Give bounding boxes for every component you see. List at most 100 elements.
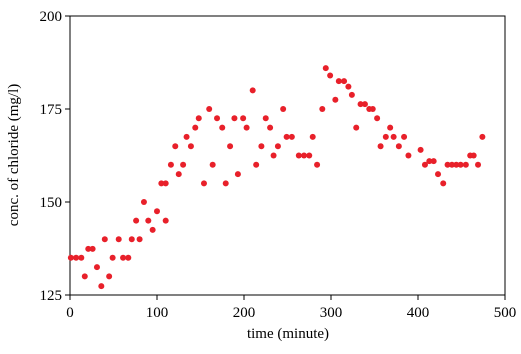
point xyxy=(240,115,247,122)
point xyxy=(214,115,221,122)
point xyxy=(101,236,108,243)
point xyxy=(227,143,234,150)
plot-frame xyxy=(69,15,506,296)
point xyxy=(322,65,329,72)
point xyxy=(136,236,143,243)
point xyxy=(231,115,238,122)
point xyxy=(206,106,213,112)
point xyxy=(253,161,260,168)
point xyxy=(280,106,287,112)
point xyxy=(435,171,442,178)
point xyxy=(145,217,152,224)
point xyxy=(258,143,265,150)
point xyxy=(267,124,274,131)
point xyxy=(374,115,381,122)
x-axis-label: time (minute) xyxy=(247,326,329,342)
point xyxy=(109,254,116,261)
point xyxy=(222,180,229,187)
point xyxy=(234,171,241,178)
point xyxy=(187,143,194,150)
x-tick-label: 500 xyxy=(494,305,517,321)
point xyxy=(183,133,190,140)
point xyxy=(195,115,202,122)
point xyxy=(430,158,437,165)
y-tick-label: 175 xyxy=(40,102,63,118)
point xyxy=(219,124,226,131)
point xyxy=(200,180,207,187)
point xyxy=(167,161,174,168)
point xyxy=(125,254,132,261)
point xyxy=(309,133,316,140)
point xyxy=(175,171,182,178)
point xyxy=(140,199,147,205)
point xyxy=(426,158,433,165)
point xyxy=(180,161,187,168)
point xyxy=(470,152,477,159)
point xyxy=(332,96,339,103)
point xyxy=(93,264,100,271)
y-tick-label: 200 xyxy=(40,9,63,25)
x-tick-label: 200 xyxy=(233,305,256,321)
point xyxy=(314,161,321,168)
point xyxy=(453,161,460,168)
point xyxy=(417,146,424,153)
point xyxy=(421,161,428,168)
point xyxy=(306,152,313,159)
point xyxy=(341,78,348,85)
point xyxy=(283,133,290,140)
point xyxy=(81,273,88,280)
point xyxy=(390,133,397,140)
point xyxy=(98,283,105,290)
y-axis-label: conc. of chloride (mg/l) xyxy=(6,84,22,226)
point xyxy=(387,124,394,131)
point xyxy=(457,161,464,168)
point xyxy=(243,124,250,131)
point xyxy=(335,78,342,85)
point xyxy=(73,254,80,261)
point xyxy=(405,152,412,159)
point xyxy=(377,143,384,150)
point xyxy=(301,152,308,159)
point xyxy=(327,72,334,79)
point xyxy=(154,208,160,215)
x-tick-label: 100 xyxy=(146,305,169,321)
point xyxy=(67,254,74,261)
point xyxy=(401,133,408,140)
point xyxy=(288,133,295,140)
point xyxy=(115,236,122,243)
point xyxy=(353,124,360,131)
point xyxy=(158,180,165,187)
point xyxy=(120,254,127,261)
point xyxy=(440,180,447,187)
x-tick-label: 0 xyxy=(66,305,74,321)
point xyxy=(149,226,156,233)
point xyxy=(262,115,269,122)
point xyxy=(209,161,216,168)
y-tick-label: 150 xyxy=(40,195,63,211)
point xyxy=(78,254,85,261)
point xyxy=(395,143,402,150)
point xyxy=(462,161,469,168)
point xyxy=(295,152,302,159)
point xyxy=(361,101,368,108)
point xyxy=(479,133,486,140)
point xyxy=(345,83,352,90)
point xyxy=(369,106,376,112)
point xyxy=(133,217,140,224)
point xyxy=(448,161,455,168)
x-tick-label: 300 xyxy=(320,305,343,321)
point xyxy=(89,245,96,252)
point xyxy=(444,161,451,168)
point xyxy=(128,236,135,243)
point xyxy=(319,106,326,112)
point xyxy=(162,180,169,187)
y-tick-label: 125 xyxy=(40,288,63,304)
point xyxy=(475,161,482,168)
point xyxy=(357,101,364,108)
point xyxy=(162,217,169,224)
point xyxy=(348,91,355,98)
point xyxy=(249,87,256,94)
point xyxy=(106,273,113,280)
